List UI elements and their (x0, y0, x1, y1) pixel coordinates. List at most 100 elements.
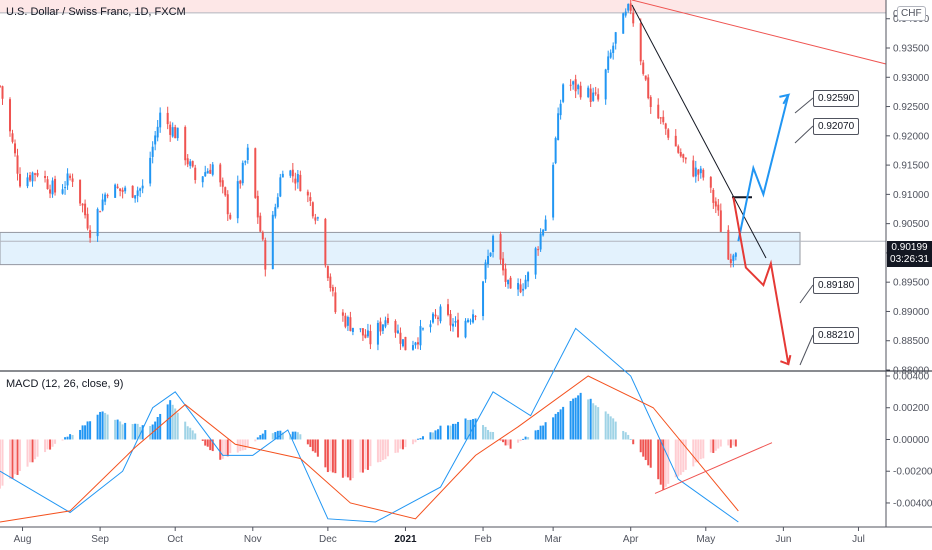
candle-body (324, 218, 327, 266)
candle (694, 160, 697, 183)
candle-body (482, 281, 485, 317)
candle (221, 177, 224, 194)
candle-body (464, 320, 467, 338)
candle (587, 85, 590, 99)
candle-body (341, 312, 344, 316)
candle-body (64, 187, 67, 189)
macd-tick-label: -0.00400 (893, 498, 932, 509)
candle (131, 185, 134, 199)
candle-body (734, 253, 737, 257)
macd-histogram-bar (396, 439, 399, 453)
candle (727, 225, 730, 260)
candle-body (559, 103, 562, 116)
candle (436, 315, 439, 326)
candle-body (527, 272, 530, 282)
macd-histogram-bar (359, 439, 362, 473)
macd-histogram-bar (264, 430, 267, 440)
macd-histogram-bar (296, 432, 299, 440)
candle (572, 80, 575, 90)
candle (469, 318, 472, 325)
candle-body (419, 326, 422, 346)
candle-body (386, 318, 389, 324)
down-trendline (631, 4, 767, 259)
macd-histogram-bar (469, 419, 472, 440)
candle-body (712, 189, 715, 203)
candle-body (11, 133, 14, 142)
candle (366, 323, 369, 339)
candle (291, 162, 294, 183)
target-tag-1[interactable]: 0.92590 (813, 90, 860, 107)
candle-body (434, 314, 437, 317)
macd-indicator-title[interactable]: MACD (12, 26, close, 9) (6, 378, 124, 390)
macd-histogram-bar (334, 439, 337, 474)
candle-body (351, 327, 354, 332)
candle-body (487, 256, 490, 265)
macd-histogram-bar (311, 439, 314, 452)
candle (419, 319, 422, 350)
candle-body (169, 124, 172, 135)
candle-body (154, 135, 157, 145)
macd-histogram-bar (554, 413, 557, 440)
candle (507, 279, 510, 289)
target-tag-3[interactable]: 0.89180 (813, 277, 860, 294)
candle-body (454, 321, 457, 323)
candle-body (457, 319, 460, 338)
macd-histogram-bar (349, 439, 352, 481)
macd-histogram-bar (472, 419, 475, 440)
candle-body (279, 177, 282, 197)
candle (124, 185, 127, 194)
candle-body (121, 189, 124, 192)
candle (159, 107, 162, 133)
macd-histogram-bar (361, 439, 364, 473)
candle-body (221, 180, 224, 187)
macd-histogram-bar (344, 439, 347, 477)
macd-histogram-bar (44, 439, 47, 453)
candle (627, 3, 630, 13)
macd-histogram-bar (457, 421, 460, 440)
candle (66, 168, 69, 190)
macd-tick-label: 0.00200 (893, 403, 930, 414)
candle (154, 130, 157, 151)
candle (1, 85, 4, 105)
candle-body (717, 204, 720, 211)
macd-histogram-bar (524, 436, 527, 440)
candle-body (366, 330, 369, 337)
candle-body (139, 188, 142, 191)
macd-histogram-bar (46, 439, 49, 450)
candle (184, 125, 187, 166)
macd-histogram-bar (484, 426, 487, 440)
candle (449, 310, 452, 332)
candle (574, 74, 577, 99)
candle (369, 324, 372, 350)
currency-badge[interactable]: CHF (897, 6, 926, 21)
candle-body (436, 317, 439, 319)
macd-histogram-bar (667, 439, 670, 484)
macd-histogram-bar (26, 439, 29, 467)
macd-histogram-bar (11, 439, 14, 479)
candle-body (592, 92, 595, 101)
candle (439, 304, 442, 324)
candle (699, 165, 702, 179)
candle-body (209, 169, 212, 174)
candle (709, 176, 712, 193)
candle (299, 170, 302, 192)
macd-histogram-bar (106, 414, 109, 440)
macd-histogram-bar (246, 439, 249, 447)
candle (141, 179, 144, 194)
macd-histogram-bar (419, 438, 422, 440)
macd-histogram-bar (674, 439, 677, 478)
macd-histogram-bar (1, 439, 4, 486)
candle (517, 278, 520, 296)
candle-body (259, 215, 262, 232)
macd-histogram-bar (294, 431, 297, 440)
target-tag-2[interactable]: 0.92070 (813, 118, 860, 135)
candle-body (81, 203, 84, 206)
candle-body (692, 160, 695, 177)
price-tick-label: 0.91000 (893, 190, 930, 201)
candle (99, 210, 102, 213)
target-tag-4[interactable]: 0.88210 (813, 327, 860, 344)
candle-body (211, 164, 214, 175)
macd-histogram-bar (171, 404, 174, 440)
candle (104, 192, 107, 206)
